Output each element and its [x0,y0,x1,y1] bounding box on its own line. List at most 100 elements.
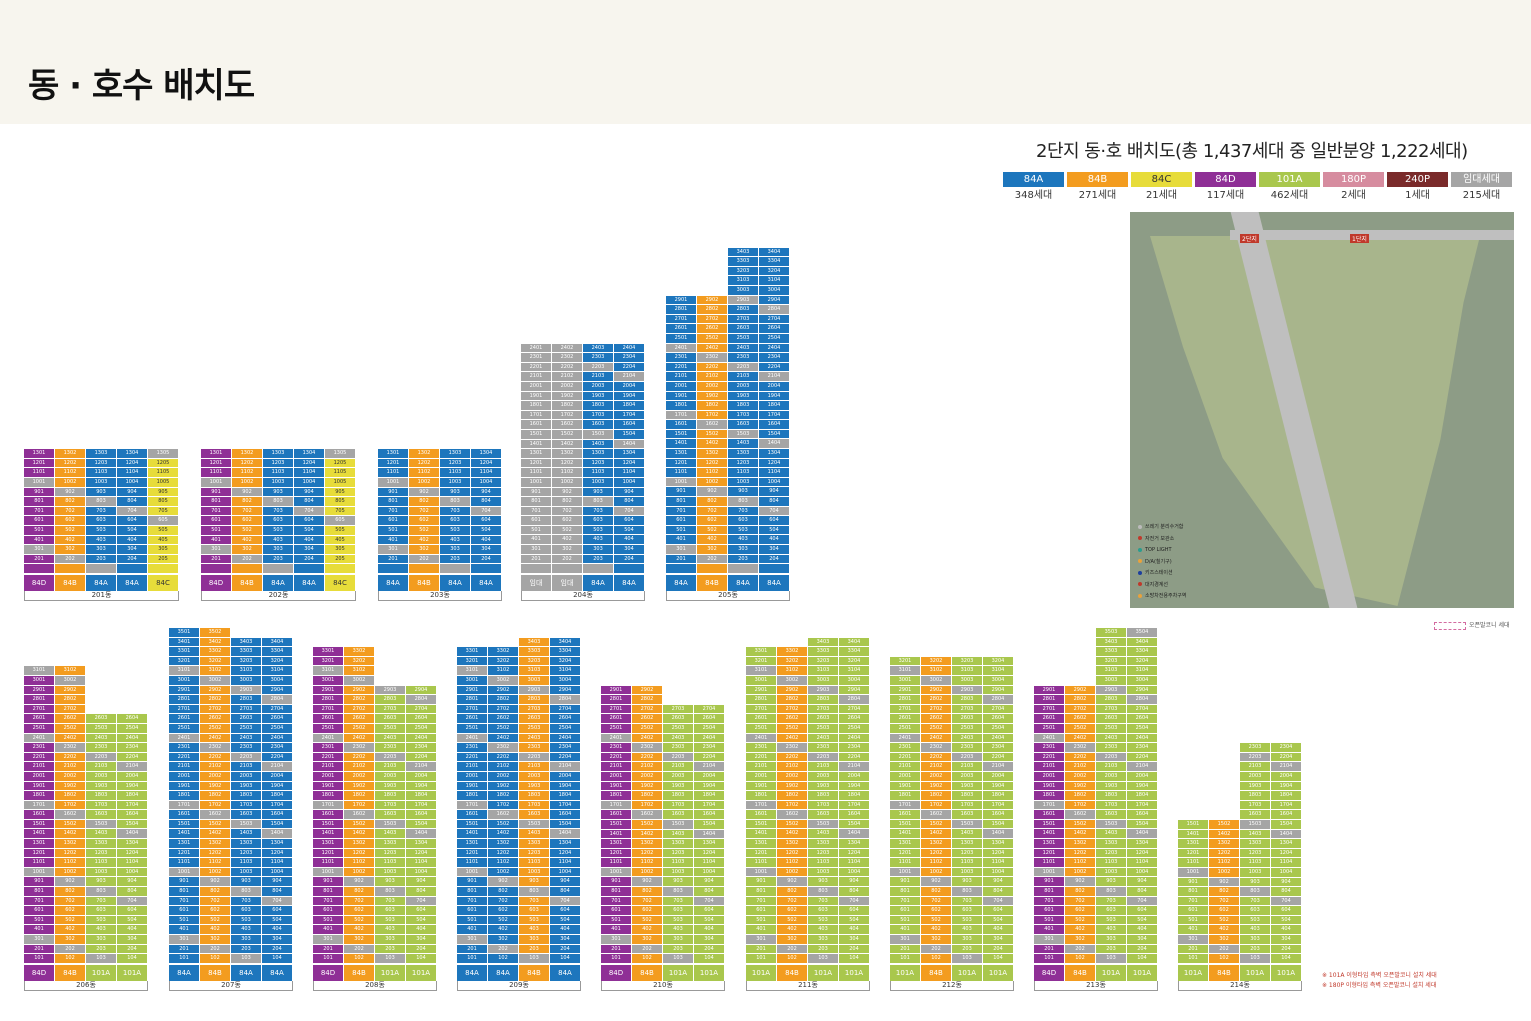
unit-cell: 2204 [1271,752,1301,762]
type-label: 84A [471,574,501,591]
unit-cell: 202 [552,554,582,564]
unit-cell: 403 [440,535,470,545]
building-210동: 2901 2902 2801 2802 2701 2702 2703 2704 2601 2602… [601,685,725,991]
unit-cell: 2504 [1127,723,1157,733]
unit-cell: 302 [1209,935,1239,944]
unit-cell: 1804 [1271,791,1301,800]
unit-cell: 802 [232,497,262,506]
unit-cell: 1001 [24,867,54,877]
unit-cell: 2501 [457,723,487,733]
unit-cell: 3503 [1096,628,1126,637]
unit-cell: 903 [583,487,613,497]
unit-cell: 1704 [1271,800,1301,810]
unit-cell: 804 [1271,887,1301,896]
unit-cell: 203 [231,944,261,954]
unit-cell: 2404 [614,343,644,353]
unit-cell: 3002 [777,675,807,685]
unit-cell: 1202 [1209,848,1239,858]
unit-cell: 1703 [952,800,982,810]
unit-cell: 1704 [550,800,580,810]
unit-cell: 702 [1209,896,1239,906]
type-label: 84B [344,964,374,981]
unit-cell: 2103 [1096,762,1126,771]
building-name: 207동 [169,981,293,991]
unit-cell: 2304 [983,743,1013,752]
unit-cell: 702 [552,506,582,516]
unit-cell [1034,676,1064,685]
unit-cell: 102 [488,954,518,963]
unit-cell: 2302 [344,743,374,752]
unit-grid: 1301 1302 1303 1304 1305 1201 1202 1203 1204 1205… [24,449,179,574]
unit-cell: 1401 [457,829,487,839]
type-row: 84D 84B 84A 84A 84C [201,574,356,591]
unit-cell: 1002 [552,477,582,487]
unit-cell: 304 [1127,935,1157,944]
unit-cell [983,647,1013,656]
unit-cell: 1001 [1034,867,1064,877]
unit-cell: 2602 [632,714,662,723]
unit-cell: 901 [601,877,631,887]
unit-cell: 1104 [406,858,436,867]
unit-cell: 504 [117,915,147,925]
unit-cell [375,676,405,685]
unit-cell: 1301 [169,839,199,848]
type-row: 101A 84B 101A 101A [746,964,870,981]
unit-cell [552,564,582,573]
unit-cell: 1003 [519,867,549,877]
unit-cell: 2102 [488,762,518,771]
unit-cell: 1302 [232,449,262,458]
unit-cell: 1204 [983,848,1013,858]
unit-cell: 1502 [55,819,85,829]
unit-cell: 2101 [169,762,199,771]
unit-cell: 1101 [746,858,776,867]
unit-cell: 1302 [1065,839,1095,848]
unit-cell: 3102 [921,666,951,675]
unit-cell: 502 [232,525,262,535]
unit-cell: 2504 [839,723,869,733]
unit-cell: 1301 [521,449,551,458]
unit-cell: 503 [728,525,758,535]
type-label: 84A [378,574,408,591]
unit-cell: 2304 [1127,743,1157,752]
unit-cell: 802 [697,497,727,506]
unit-cell: 3104 [550,666,580,675]
unit-cell: 2404 [983,733,1013,743]
unit-cell: 1304 [694,839,724,848]
unit-cell: 2402 [632,733,662,743]
unit-cell: 2502 [1065,723,1095,733]
unit-cell: 1604 [117,810,147,819]
unit-cell: 1801 [169,791,199,800]
unit-cell: 2201 [313,752,343,762]
unit-cell [697,248,727,257]
unit-cell: 3403 [519,637,549,647]
unit-cell: 3101 [457,666,487,675]
unit-cell: 2501 [890,723,920,733]
unit-cell: 305 [325,545,355,554]
unit-cell: 1103 [263,468,293,477]
unit-cell: 503 [375,915,405,925]
unit-cell [666,276,696,285]
unit-cell: 3002 [200,675,230,685]
unit-cell: 2602 [697,324,727,333]
unit-cell [697,564,727,573]
unit-cell: 1303 [728,449,758,458]
unit-cell: 1102 [552,468,582,477]
unit-cell: 203 [952,944,982,954]
map-legend-item: D/A(칠기구) [1138,557,1186,569]
unit-cell: 903 [1240,877,1270,887]
unit-cell: 803 [583,497,613,506]
unit-cell: 3202 [921,656,951,666]
unit-cell: 1901 [601,781,631,791]
unit-cell: 2704 [550,704,580,714]
unit-cell: 2702 [55,704,85,714]
unit-cell: 2602 [344,714,374,723]
unit-cell: 1903 [375,781,405,791]
unit-cell: 503 [86,915,116,925]
unit-cell: 2902 [921,685,951,695]
unit-cell: 2903 [231,685,261,695]
unit-cell: 1803 [231,791,261,800]
unit-cell: 1602 [697,420,727,429]
unit-cell: 204 [983,944,1013,954]
unit-cell: 304 [839,935,869,944]
unit-cell: 402 [488,925,518,934]
